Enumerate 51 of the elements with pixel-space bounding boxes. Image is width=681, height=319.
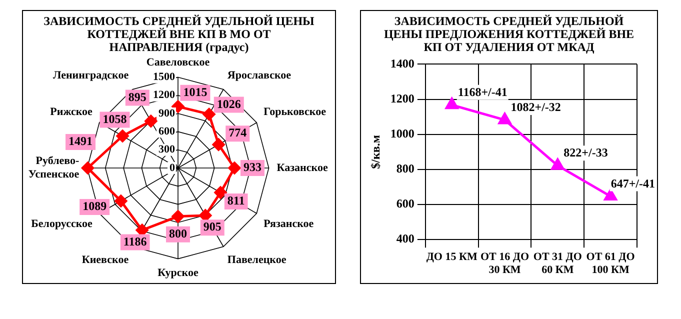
data-label: 822+/-33 <box>564 146 608 160</box>
y-tick-label: 900 <box>158 107 176 120</box>
spoke-label: Белорусское <box>31 218 93 230</box>
y-tick-label: 600 <box>396 196 414 211</box>
point <box>445 98 458 110</box>
x-tick-label: ОТ 31 ДО 60 КМ <box>533 251 582 276</box>
y-tick-label: 800 <box>396 162 414 176</box>
data-label: 647+/-41 <box>610 176 656 190</box>
spoke-label: Ярославское <box>227 70 292 82</box>
data-label: 1015 <box>183 84 208 99</box>
spoke-label: Павелецкое <box>227 254 286 266</box>
data-label: 1058 <box>102 112 127 126</box>
spoke-label: Горьковское <box>264 106 326 118</box>
point <box>604 189 617 201</box>
y-tick-label: 1200 <box>153 89 176 102</box>
spoke-label: Рублево-Успенское <box>28 155 80 180</box>
data-label: 800 <box>169 226 187 241</box>
y-tick-label: 1000 <box>390 126 414 140</box>
data-label: 811 <box>227 194 245 208</box>
data-label: 1186 <box>123 234 147 248</box>
point <box>551 158 564 170</box>
y-tick-label: 0 <box>170 162 176 174</box>
y-tick-label: 1500 <box>153 71 176 84</box>
spoke-label: Рязанское <box>264 218 314 230</box>
chart-title: ЗАВИСИМОСТЬ СРЕДНЕЙ УДЕЛЬНОЙ ЦЕНЫ ПРЕДЛОЖЕНИЯ КОТТЕДЖЕЙ ВНЕ КП ОТ УДАЛЕНИЯ ОТ МКАД <box>382 13 636 54</box>
data-label: 1491 <box>68 134 93 148</box>
x-tick-label: ОТ 16 ДО 30 КМ <box>480 251 530 276</box>
data-label: 1168+/-41 <box>458 84 508 99</box>
y-tick-label: 300 <box>158 144 176 156</box>
spoke-label: Рижское <box>50 106 93 118</box>
data-label: 1089 <box>82 199 107 214</box>
chart-title: ЗАВИСИМОСТЬ СРЕДНЕЙ УДЕЛЬНОЙ ЦЕНЫ КОТТЕДЖЕЙ ВНЕ КП В МО ОТ НАПРАВЛЕНИЯ (градус) <box>42 13 316 54</box>
spoke-label: Курское <box>158 267 199 280</box>
data-label: 933 <box>243 160 262 174</box>
y-axis-title: $/кв.м <box>368 134 382 169</box>
spoke-label: Киевское <box>82 254 129 266</box>
spoke-label: Ленинградское <box>52 70 129 82</box>
spoke-label: Савеловское <box>146 56 210 68</box>
data-label: 774 <box>228 126 247 140</box>
data-label: 905 <box>203 220 222 234</box>
data-label: 895 <box>128 90 146 104</box>
data-label: 1026 <box>216 96 241 111</box>
y-tick-label: 600 <box>158 126 176 138</box>
point <box>498 112 512 124</box>
x-tick-label: ОТ 61 ДО 100 КМ <box>586 251 636 276</box>
y-tick-label: 1400 <box>390 56 414 70</box>
y-tick-label: 400 <box>396 232 414 246</box>
data-label: 1082+/-32 <box>510 100 561 114</box>
spoke-label: Казанское <box>276 162 328 174</box>
x-tick-label: ДО 15 КМ <box>426 251 478 264</box>
y-tick-label: 1200 <box>390 91 414 106</box>
